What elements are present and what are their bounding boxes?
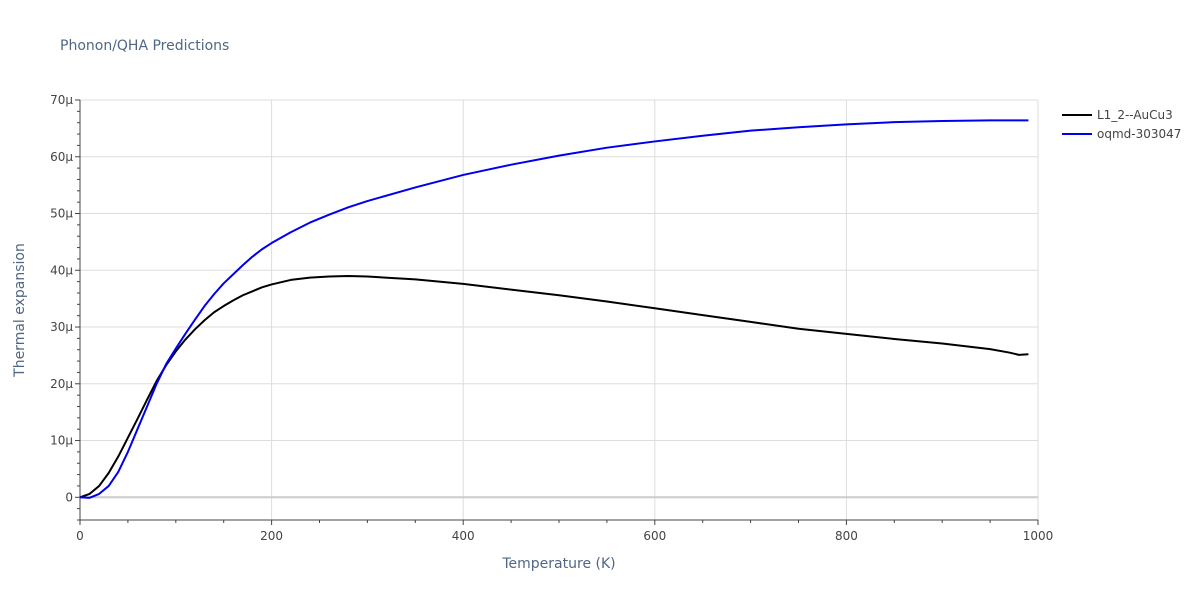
x-axis-title: Temperature (K)	[501, 556, 615, 572]
series-line-oqmd-303047	[79, 119, 1029, 499]
chart-title: Phonon/QHA Predictions	[60, 38, 229, 54]
x-tick-label: 600	[643, 529, 666, 543]
grid	[80, 99, 1039, 520]
x-tick-label: 200	[260, 529, 283, 543]
y-tick-label: 0	[65, 490, 73, 504]
x-tick-label: 0	[76, 529, 84, 543]
x-tick-label: 800	[835, 529, 858, 543]
x-tick-label: 400	[452, 529, 475, 543]
series-line-L1_2--AuCu3	[79, 274, 1029, 499]
y-axis-title: Thermal expansion	[12, 243, 28, 378]
legend[interactable]: L1_2--AuCu3 oqmd-303047	[1062, 108, 1181, 141]
y-tick-label: 10μ	[50, 434, 73, 448]
series-lines	[79, 119, 1029, 499]
legend-label[interactable]: oqmd-303047	[1097, 127, 1181, 141]
y-tick-label: 30μ	[50, 320, 73, 334]
y-tick-label: 70μ	[50, 93, 73, 107]
legend-label[interactable]: L1_2--AuCu3	[1097, 108, 1173, 122]
x-tick-label: 1000	[1023, 529, 1054, 543]
axes: 0 200 400 600 800 1000 0 10μ 20μ 30μ 40μ 50μ 60μ 70μ	[50, 93, 1053, 543]
y-tick-label: 20μ	[50, 377, 73, 391]
y-tick-label: 50μ	[50, 207, 73, 221]
y-tick-label: 60μ	[50, 150, 73, 164]
y-tick-label: 40μ	[50, 263, 73, 277]
